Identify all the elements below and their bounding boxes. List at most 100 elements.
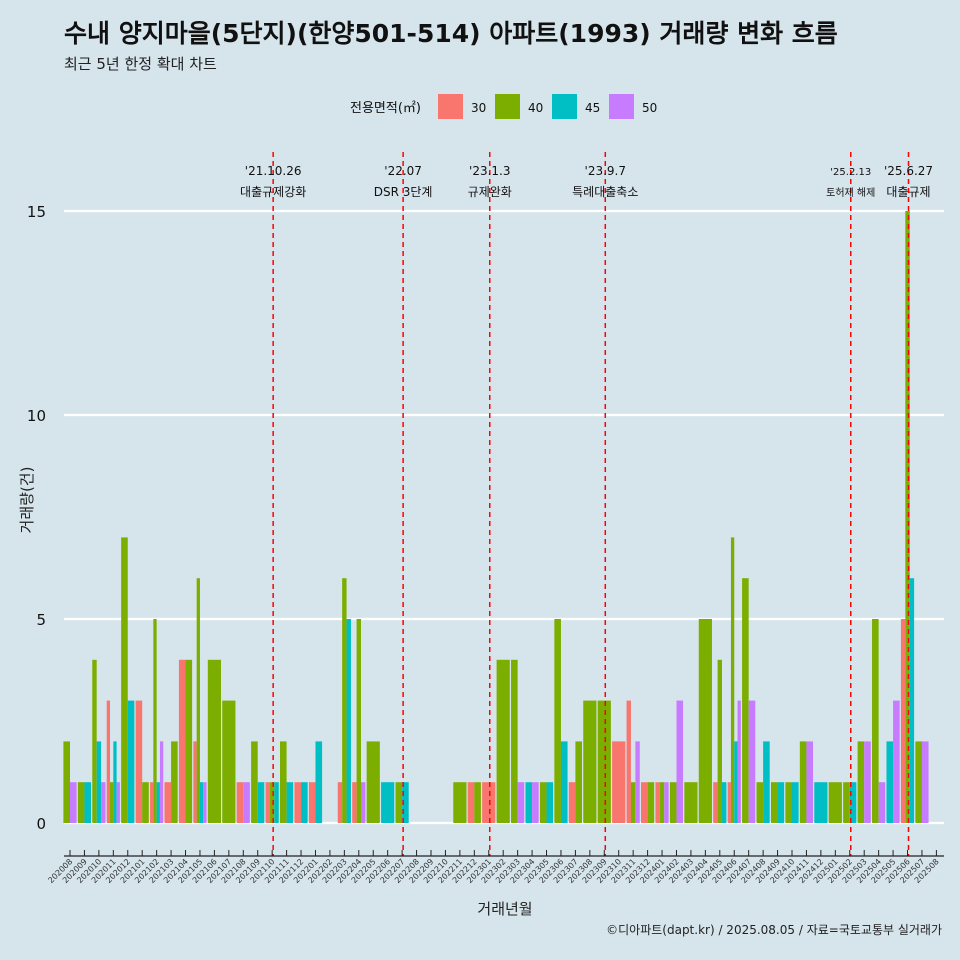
bar-202411-40 bbox=[799, 741, 807, 823]
bar-202301-30 bbox=[482, 782, 496, 823]
bar-202307-30 bbox=[568, 782, 576, 823]
bar-202108-30 bbox=[236, 782, 244, 823]
bar-202507-40 bbox=[915, 741, 922, 823]
legend-swatch-50 bbox=[609, 94, 634, 119]
source-caption: ©디아파트(dapt.kr) / 2025.08.05 / 자료=국토교통부 실… bbox=[606, 923, 942, 937]
bar-202207-40 bbox=[395, 782, 403, 823]
bar-202011-45 bbox=[113, 741, 117, 823]
bar-202311-40 bbox=[630, 782, 636, 823]
bar-202203-45 bbox=[346, 619, 351, 823]
bar-202507-50 bbox=[921, 741, 929, 823]
bar-202102-50 bbox=[159, 741, 164, 823]
bar-202402-40 bbox=[669, 782, 677, 823]
bar-202105-40 bbox=[196, 578, 200, 823]
bar-202105-50 bbox=[203, 782, 207, 823]
bar-202305-40 bbox=[539, 782, 547, 823]
event-label: 규제완화 bbox=[468, 185, 512, 199]
bar-202304-45 bbox=[525, 782, 533, 823]
chart-subtitle: 최근 5년 한정 확대 차트 bbox=[64, 55, 217, 73]
bar-202101-40 bbox=[142, 782, 149, 823]
bar-202403-40 bbox=[684, 782, 698, 823]
bar-202407-50 bbox=[748, 700, 756, 823]
legend-label-30: 30 bbox=[471, 101, 486, 115]
bar-202312-30 bbox=[641, 782, 648, 823]
bar-202201-45 bbox=[315, 741, 323, 823]
bar-202311-30 bbox=[626, 700, 631, 823]
bar-202112-30 bbox=[294, 782, 302, 823]
bar-202409-45 bbox=[777, 782, 785, 823]
bar-202103-30 bbox=[164, 782, 172, 823]
bar-202207-45 bbox=[402, 782, 409, 823]
bar-202112-45 bbox=[301, 782, 308, 823]
bar-202110-30 bbox=[265, 782, 270, 823]
bar-202405-30 bbox=[713, 782, 718, 823]
bar-202406-40 bbox=[730, 537, 735, 823]
bar-202104-40 bbox=[185, 659, 193, 823]
bar-202307-40 bbox=[575, 741, 582, 823]
bar-202306-40 bbox=[554, 619, 561, 823]
bar-202105-45 bbox=[199, 782, 204, 823]
event-annotations: '21.10.26 대출규제강화 '22.07 DSR 3단계 '23.1.3 규제완화 '… bbox=[240, 164, 933, 199]
legend-swatch-30 bbox=[438, 94, 463, 119]
event-label: 대출규제강화 bbox=[240, 185, 306, 199]
bar-202401-40 bbox=[659, 782, 665, 823]
legend-label-45: 45 bbox=[585, 101, 600, 115]
bar-202111-40 bbox=[280, 741, 287, 823]
y-axis-title: 거래량(건) bbox=[18, 467, 36, 534]
bar-202406-30 bbox=[727, 782, 731, 823]
bar-202503-50 bbox=[864, 741, 871, 823]
event-date: '25.6.27 bbox=[884, 164, 933, 178]
legend-title: 전용면적(㎡) bbox=[350, 101, 421, 116]
bar-202501-40 bbox=[828, 782, 842, 823]
event-label: 대출규제 bbox=[886, 185, 930, 199]
bar-202009-45 bbox=[84, 782, 92, 823]
bar-202305-45 bbox=[546, 782, 554, 823]
bar-202009-40 bbox=[77, 782, 85, 823]
bar-202102-30 bbox=[150, 782, 154, 823]
bar-202410-45 bbox=[792, 782, 799, 823]
event-lines bbox=[272, 152, 910, 856]
bar-202503-40 bbox=[857, 741, 865, 823]
y-tick-label: 10 bbox=[27, 407, 46, 425]
bar-202102-40 bbox=[153, 619, 157, 823]
legend-swatch-40 bbox=[495, 94, 520, 119]
bar-202011-30 bbox=[106, 700, 111, 823]
bar-202401-50 bbox=[664, 782, 669, 823]
bar-202304-50 bbox=[532, 782, 539, 823]
bar-202010-50 bbox=[101, 782, 106, 823]
bar-202110-45 bbox=[274, 782, 279, 823]
bar-202010-40 bbox=[92, 659, 97, 823]
bar-202504-40 bbox=[872, 619, 879, 823]
bar-202502-45 bbox=[849, 782, 857, 823]
bar-202303-50 bbox=[517, 782, 525, 823]
bar-202401-30 bbox=[655, 782, 660, 823]
bar-202107-40 bbox=[222, 700, 236, 823]
y-tick-label: 0 bbox=[36, 815, 46, 833]
x-axis-title: 거래년월 bbox=[477, 900, 532, 918]
bar-202309-40 bbox=[597, 700, 611, 823]
legend-label-40: 40 bbox=[528, 101, 543, 115]
legend: 전용면적(㎡) 30 40 45 50 bbox=[350, 94, 657, 119]
bar-202102-45 bbox=[156, 782, 160, 823]
bar-202204-30 bbox=[352, 782, 357, 823]
event-date: '21.10.26 bbox=[245, 164, 302, 178]
bar-202203-40 bbox=[342, 578, 347, 823]
bar-202008-50 bbox=[70, 782, 77, 823]
bar-202101-30 bbox=[135, 700, 143, 823]
bar-202506-30 bbox=[900, 619, 906, 823]
bar-202204-50 bbox=[361, 782, 366, 823]
bar-202108-50 bbox=[243, 782, 250, 823]
event-label: 토허제 해제 bbox=[826, 186, 875, 199]
y-tick-label: 5 bbox=[36, 611, 46, 629]
legend-swatch-45 bbox=[552, 94, 577, 119]
bar-202205-40 bbox=[366, 741, 380, 823]
bars bbox=[63, 211, 929, 823]
bar-202212-30 bbox=[467, 782, 475, 823]
event-date: '23.1.3 bbox=[469, 164, 510, 178]
bar-202506-45 bbox=[909, 578, 915, 823]
bar-202402-50 bbox=[676, 700, 684, 823]
bar-202306-45 bbox=[560, 741, 568, 823]
bar-202404-40 bbox=[698, 619, 712, 823]
bar-202203-30 bbox=[337, 782, 343, 823]
chart-title: 수내 양지마을(5단지)(한양501-514) 아파트(1993) 거래량 변화… bbox=[64, 19, 838, 48]
